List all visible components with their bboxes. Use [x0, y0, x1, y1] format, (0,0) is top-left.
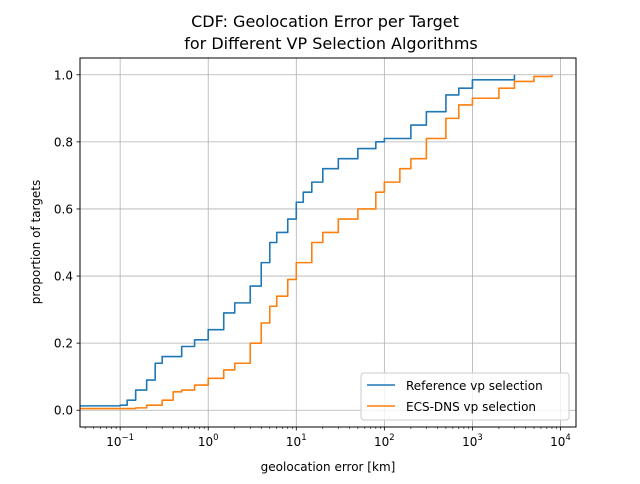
y-tick-label: 1.0 — [54, 68, 73, 82]
x-tick-label: 101 — [286, 433, 307, 449]
y-tick-label: 0.6 — [54, 202, 73, 216]
y-tick-label: 0.4 — [54, 270, 73, 284]
x-tick-label: 100 — [198, 433, 219, 449]
y-axis-label: proportion of targets — [29, 180, 43, 304]
chart-title-line-2: for Different VP Selection Algorithms — [184, 34, 477, 53]
x-tick-label: 104 — [550, 433, 571, 449]
grid-lines — [80, 58, 576, 427]
x-axis-label: geolocation error [km] — [261, 460, 396, 474]
chart-title-line-1: CDF: Geolocation Error per Target — [191, 12, 459, 31]
axes-frame — [79, 57, 577, 428]
x-tick-label: 103 — [462, 433, 483, 449]
x-tick-label: 102 — [374, 433, 395, 449]
axis-ticks: 10−1 100 101 102 103 104 0.0 0.2 0.4 0.6 0.8 1.0 — [54, 68, 571, 449]
legend-label-ecs-dns: ECS-DNS vp selection — [406, 400, 536, 414]
y-tick-label: 0.8 — [54, 135, 73, 149]
legend-label-reference: Reference vp selection — [406, 379, 543, 393]
plot-series — [80, 74, 553, 410]
series-line-ecs-dns — [80, 74, 553, 410]
series-line-reference — [80, 74, 516, 407]
y-tick-label: 0.0 — [54, 404, 73, 418]
x-tick-label: 10−1 — [106, 433, 134, 449]
legend-box — [360, 372, 570, 421]
legend: Reference vp selection ECS-DNS vp select… — [360, 372, 570, 421]
y-tick-label: 0.2 — [54, 337, 73, 351]
